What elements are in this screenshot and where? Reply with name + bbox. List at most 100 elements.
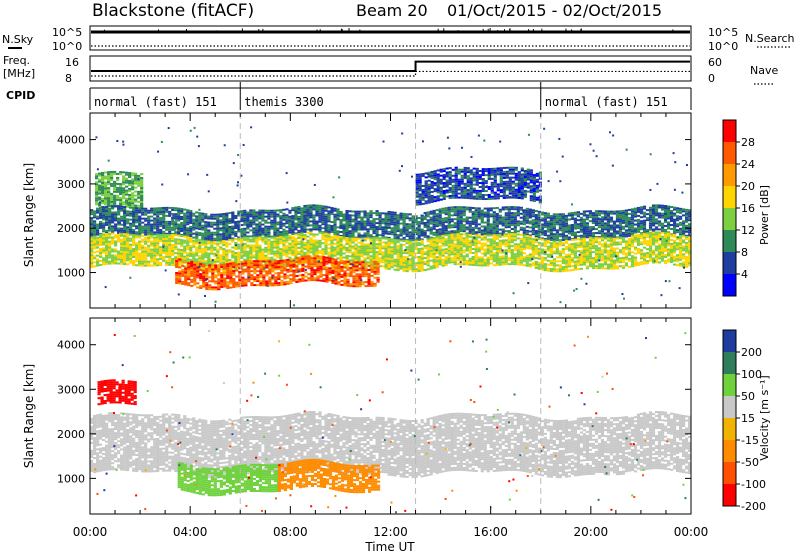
scatter-cell bbox=[400, 264, 403, 266]
scatter-cell bbox=[436, 244, 439, 246]
scatter-cell bbox=[589, 210, 592, 212]
scatter-cell bbox=[165, 223, 168, 225]
scatter-cell bbox=[159, 219, 162, 221]
scatter-cell bbox=[369, 226, 372, 228]
scatter-cell bbox=[156, 262, 159, 264]
scatter-cell bbox=[177, 249, 180, 251]
scatter-cell bbox=[249, 256, 252, 258]
scatter-cell bbox=[162, 221, 165, 223]
scatter-cell bbox=[463, 206, 466, 208]
scatter-cell bbox=[165, 221, 168, 223]
scatter-cell bbox=[484, 245, 487, 247]
scatter-cell bbox=[494, 184, 497, 186]
scatter-cell bbox=[499, 256, 502, 258]
scatter-cell bbox=[381, 255, 384, 257]
scatter-cell bbox=[437, 199, 440, 201]
scatter-cell bbox=[354, 227, 357, 229]
scatter-cell bbox=[171, 262, 174, 264]
scatter-cell bbox=[372, 226, 375, 228]
scatter-cell bbox=[533, 184, 536, 186]
scatter-cell bbox=[231, 216, 234, 218]
scatter-cell bbox=[95, 173, 98, 175]
scatter-cell bbox=[466, 238, 469, 240]
scatter-cell bbox=[658, 228, 661, 230]
scatter-cell bbox=[664, 205, 667, 207]
scatter-cell bbox=[439, 239, 442, 241]
nsky-label: N.Sky bbox=[2, 33, 34, 46]
scatter-cell bbox=[171, 217, 174, 219]
scatter-cell bbox=[294, 226, 297, 228]
scatter-cell bbox=[613, 213, 616, 215]
scatter-cell bbox=[419, 203, 422, 205]
scatter-cell bbox=[378, 218, 381, 220]
scatter-cell bbox=[192, 244, 195, 246]
scatter-cell bbox=[434, 172, 437, 174]
scatter-cell bbox=[532, 219, 535, 221]
scatter-cell bbox=[484, 251, 487, 253]
scatter-cell bbox=[276, 223, 279, 225]
scatter-cell bbox=[421, 250, 424, 252]
scatter-cell bbox=[366, 228, 369, 230]
scatter-cell bbox=[132, 252, 135, 254]
scatter-cell bbox=[312, 239, 315, 241]
scatter-cell bbox=[430, 219, 433, 221]
scatter-cell bbox=[512, 189, 515, 191]
scatter-cell bbox=[294, 246, 297, 248]
scatter-cell bbox=[159, 262, 162, 264]
scatter-cell bbox=[484, 222, 487, 224]
scatter-cell bbox=[490, 213, 493, 215]
scatter-cell bbox=[424, 224, 427, 226]
scatter-cell bbox=[394, 224, 397, 226]
scatter-cell bbox=[601, 232, 604, 234]
scatter-cell bbox=[487, 245, 490, 247]
scatter-cell bbox=[658, 206, 661, 208]
scatter-cell bbox=[421, 217, 424, 219]
scatter-cell bbox=[207, 237, 210, 239]
scatter-cell bbox=[168, 234, 171, 236]
scatter-cell bbox=[189, 230, 192, 232]
scatter-cell bbox=[454, 206, 457, 208]
scatter-cell bbox=[210, 251, 213, 253]
scatter-cell bbox=[490, 209, 493, 211]
scatter-cell bbox=[336, 249, 339, 251]
scatter-cell bbox=[273, 226, 276, 228]
scatter-cell bbox=[324, 235, 327, 237]
scatter-cell bbox=[431, 177, 434, 179]
scatter-cell bbox=[324, 214, 327, 216]
scatter-cell bbox=[448, 242, 451, 244]
scatter-cell bbox=[135, 248, 138, 250]
scatter-cell bbox=[168, 244, 171, 246]
scatter-cell bbox=[126, 230, 129, 232]
scatter-cell bbox=[339, 213, 342, 215]
scatter-cell bbox=[174, 248, 177, 250]
scatter-cell bbox=[512, 191, 515, 193]
scatter-cell bbox=[381, 237, 384, 239]
scatter-cell bbox=[457, 214, 460, 216]
scatter-cell bbox=[354, 260, 357, 262]
scatter-cell bbox=[550, 227, 553, 229]
scatter-cell bbox=[258, 256, 261, 258]
scatter-cell bbox=[448, 248, 451, 250]
scatter-cell bbox=[397, 220, 400, 222]
scatter-cell bbox=[306, 229, 309, 231]
scatter-cell bbox=[448, 258, 451, 260]
scatter-cell bbox=[533, 194, 536, 196]
scatter-cell bbox=[523, 229, 526, 231]
scatter-cell bbox=[427, 215, 430, 217]
scatter-cell bbox=[595, 212, 598, 214]
scatter-cell bbox=[180, 263, 183, 265]
scatter-cell bbox=[177, 239, 180, 241]
scatter-cell bbox=[384, 260, 387, 262]
scatter-cell bbox=[195, 250, 198, 252]
scatter-cell bbox=[506, 177, 509, 179]
scatter-cell bbox=[529, 213, 532, 215]
scatter-cell bbox=[491, 186, 494, 188]
scatter-cell bbox=[625, 235, 628, 237]
scatter-cell bbox=[113, 173, 116, 175]
scatter-cell bbox=[436, 233, 439, 235]
scatter-cell bbox=[144, 243, 147, 245]
scatter-cell bbox=[530, 199, 533, 201]
scatter-cell bbox=[372, 232, 375, 234]
scatter-cell bbox=[264, 228, 267, 230]
scatter-cell bbox=[622, 218, 625, 220]
